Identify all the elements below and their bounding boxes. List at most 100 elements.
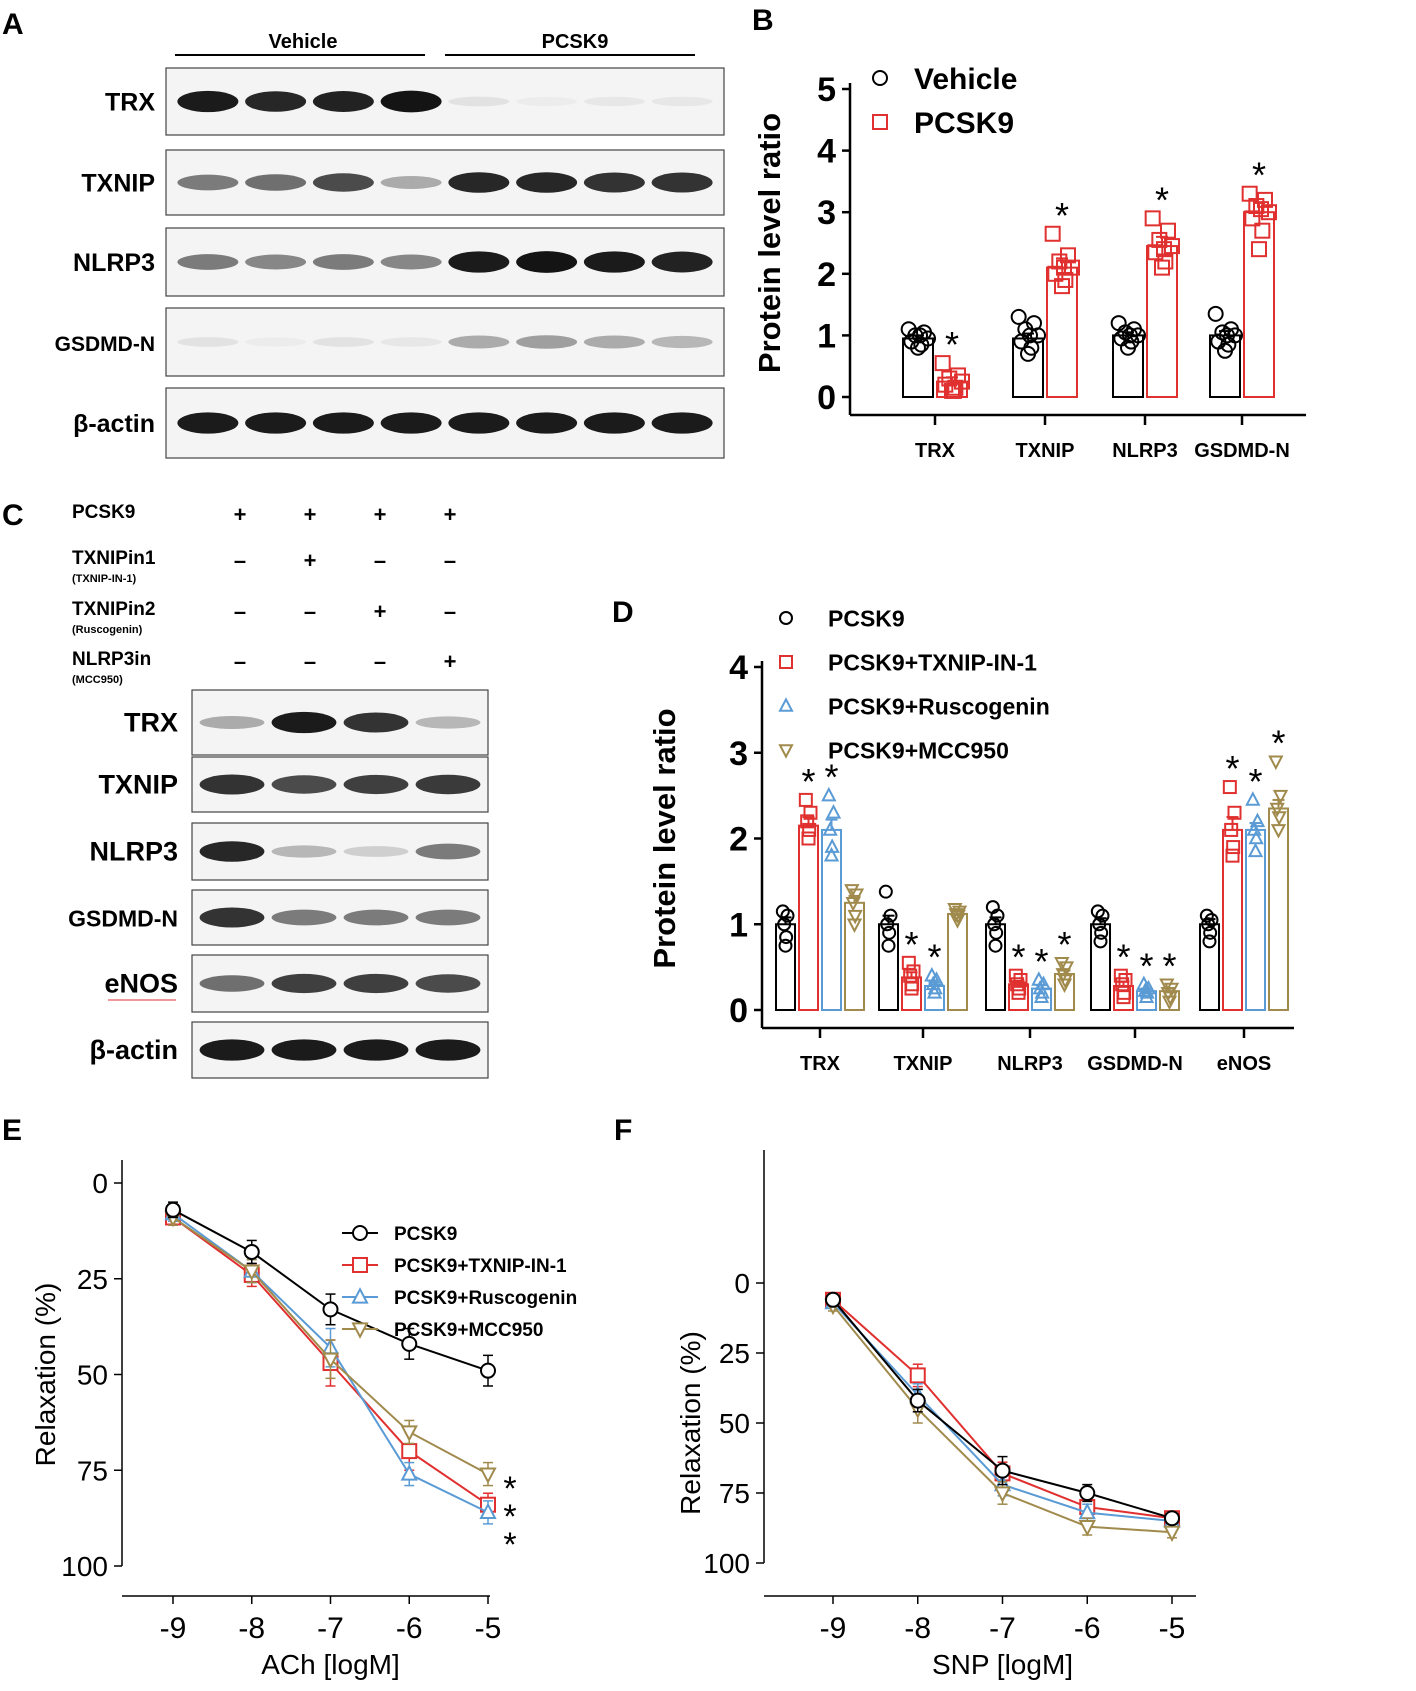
data-point <box>947 903 963 918</box>
blot-c-5-band <box>343 1039 409 1061</box>
data-point <box>906 964 921 979</box>
data-point <box>1253 201 1269 218</box>
blot-a-0-band <box>245 91 307 112</box>
y-axis-title: Protein level ratio <box>752 113 787 373</box>
treatment-sign: + <box>234 502 247 527</box>
x-tick-label: -7 <box>989 1612 1016 1645</box>
x-tick-label: NLRP3 <box>1112 440 1178 462</box>
bar <box>1046 266 1078 399</box>
x-tick-label: GSDMD-N <box>1087 1053 1183 1075</box>
data-point <box>934 355 951 372</box>
legend-label: PCSK9 <box>828 605 905 631</box>
blot-c-0-band <box>199 716 265 729</box>
data-point <box>1137 982 1153 997</box>
data-point <box>1156 241 1172 258</box>
x-tick-label: -5 <box>475 1612 502 1645</box>
treatment-sign: + <box>374 599 387 624</box>
data-point <box>1147 244 1164 261</box>
bar <box>1243 211 1275 398</box>
y-tick-label: 4 <box>729 649 748 687</box>
data-point <box>479 1502 497 1519</box>
data-point <box>926 984 943 999</box>
blot-c-4 <box>191 954 489 1013</box>
y-tick-label: 100 <box>703 1548 750 1579</box>
data-point <box>1247 842 1264 858</box>
y-tick-label: 3 <box>817 194 836 232</box>
panel-label-a: A <box>2 8 24 41</box>
blot-c-0 <box>191 689 489 756</box>
blot-c-4-band <box>343 973 409 994</box>
y-tick-label: 0 <box>729 992 748 1030</box>
data-point <box>1094 925 1109 940</box>
data-point <box>1140 979 1157 995</box>
blot-a-3-band <box>177 337 239 347</box>
treatment-sign: – <box>304 649 316 674</box>
treatment-sign: – <box>374 649 386 674</box>
blot-a-label-3: GSDMD-N <box>55 333 155 356</box>
blot-c-3-band <box>271 909 337 926</box>
data-point <box>401 1443 418 1460</box>
blot-c-1-band <box>415 774 481 795</box>
significance-star: * <box>1139 945 1153 986</box>
blot-c-2 <box>191 822 489 881</box>
significance-star: * <box>503 1498 516 1536</box>
panel-label-b: B <box>752 4 774 37</box>
data-point <box>989 925 1004 940</box>
data-point <box>909 1392 926 1409</box>
blot-a-1-band <box>245 174 307 191</box>
legend-label: PCSK9 <box>394 1224 457 1245</box>
significance-star: * <box>1252 155 1266 196</box>
data-point <box>400 1425 418 1442</box>
y-tick-label: 50 <box>77 1360 108 1391</box>
blot-a-4-band <box>177 412 239 434</box>
significance-star: * <box>1225 748 1239 789</box>
treatment-sublabel-1: (TXNIP-IN-1) <box>72 573 137 585</box>
significance-star: * <box>945 324 959 365</box>
data-point <box>1244 210 1261 227</box>
blot-a-4 <box>165 387 725 459</box>
group-label-vehicle: Vehicle <box>269 31 338 53</box>
y-tick-label: 5 <box>817 71 836 109</box>
blot-a-label-0: TRX <box>105 89 155 117</box>
data-point <box>1254 222 1271 239</box>
blot-c-label-3: GSDMD-N <box>68 906 178 932</box>
panel-label-d: D <box>612 596 634 629</box>
blot-a-2-band <box>312 254 374 270</box>
data-point <box>801 831 816 846</box>
x-tick-label: -9 <box>820 1612 847 1645</box>
y-tick-label: 0 <box>734 1268 750 1299</box>
x-tick-label: TXNIP <box>894 1053 953 1075</box>
treatment-sign: – <box>304 599 316 624</box>
data-point <box>1199 908 1214 923</box>
treatment-sign: – <box>234 548 246 573</box>
data-point <box>1031 971 1047 986</box>
data-point <box>479 1467 497 1484</box>
treatment-sign: – <box>444 548 456 573</box>
legend-marker <box>778 744 794 759</box>
data-point <box>847 909 863 925</box>
data-point <box>165 1201 181 1218</box>
data-point <box>912 327 928 344</box>
data-point <box>1222 780 1237 795</box>
data-point <box>880 917 895 932</box>
blot-a-3-band <box>516 335 578 349</box>
blot-c-label-1: TXNIP <box>98 770 178 800</box>
data-point <box>1010 977 1025 992</box>
data-point <box>1022 327 1038 344</box>
data-point <box>1079 1485 1096 1501</box>
data-point <box>924 966 940 982</box>
data-point <box>1136 975 1152 991</box>
bar <box>798 824 819 1012</box>
y-tick-label: 3 <box>729 735 748 773</box>
blot-c-1-band <box>343 774 409 795</box>
significance-star: * <box>1057 924 1071 965</box>
data-point <box>1113 968 1128 983</box>
significance-star: * <box>1271 722 1285 763</box>
data-point <box>1270 824 1287 839</box>
significance-star: * <box>1162 945 1176 986</box>
legend-label: PCSK9+Ruscogenin <box>394 1288 577 1309</box>
y-tick-label: 0 <box>92 1168 108 1199</box>
blot-a-2-band <box>516 251 578 273</box>
blot-a-0 <box>165 67 725 136</box>
